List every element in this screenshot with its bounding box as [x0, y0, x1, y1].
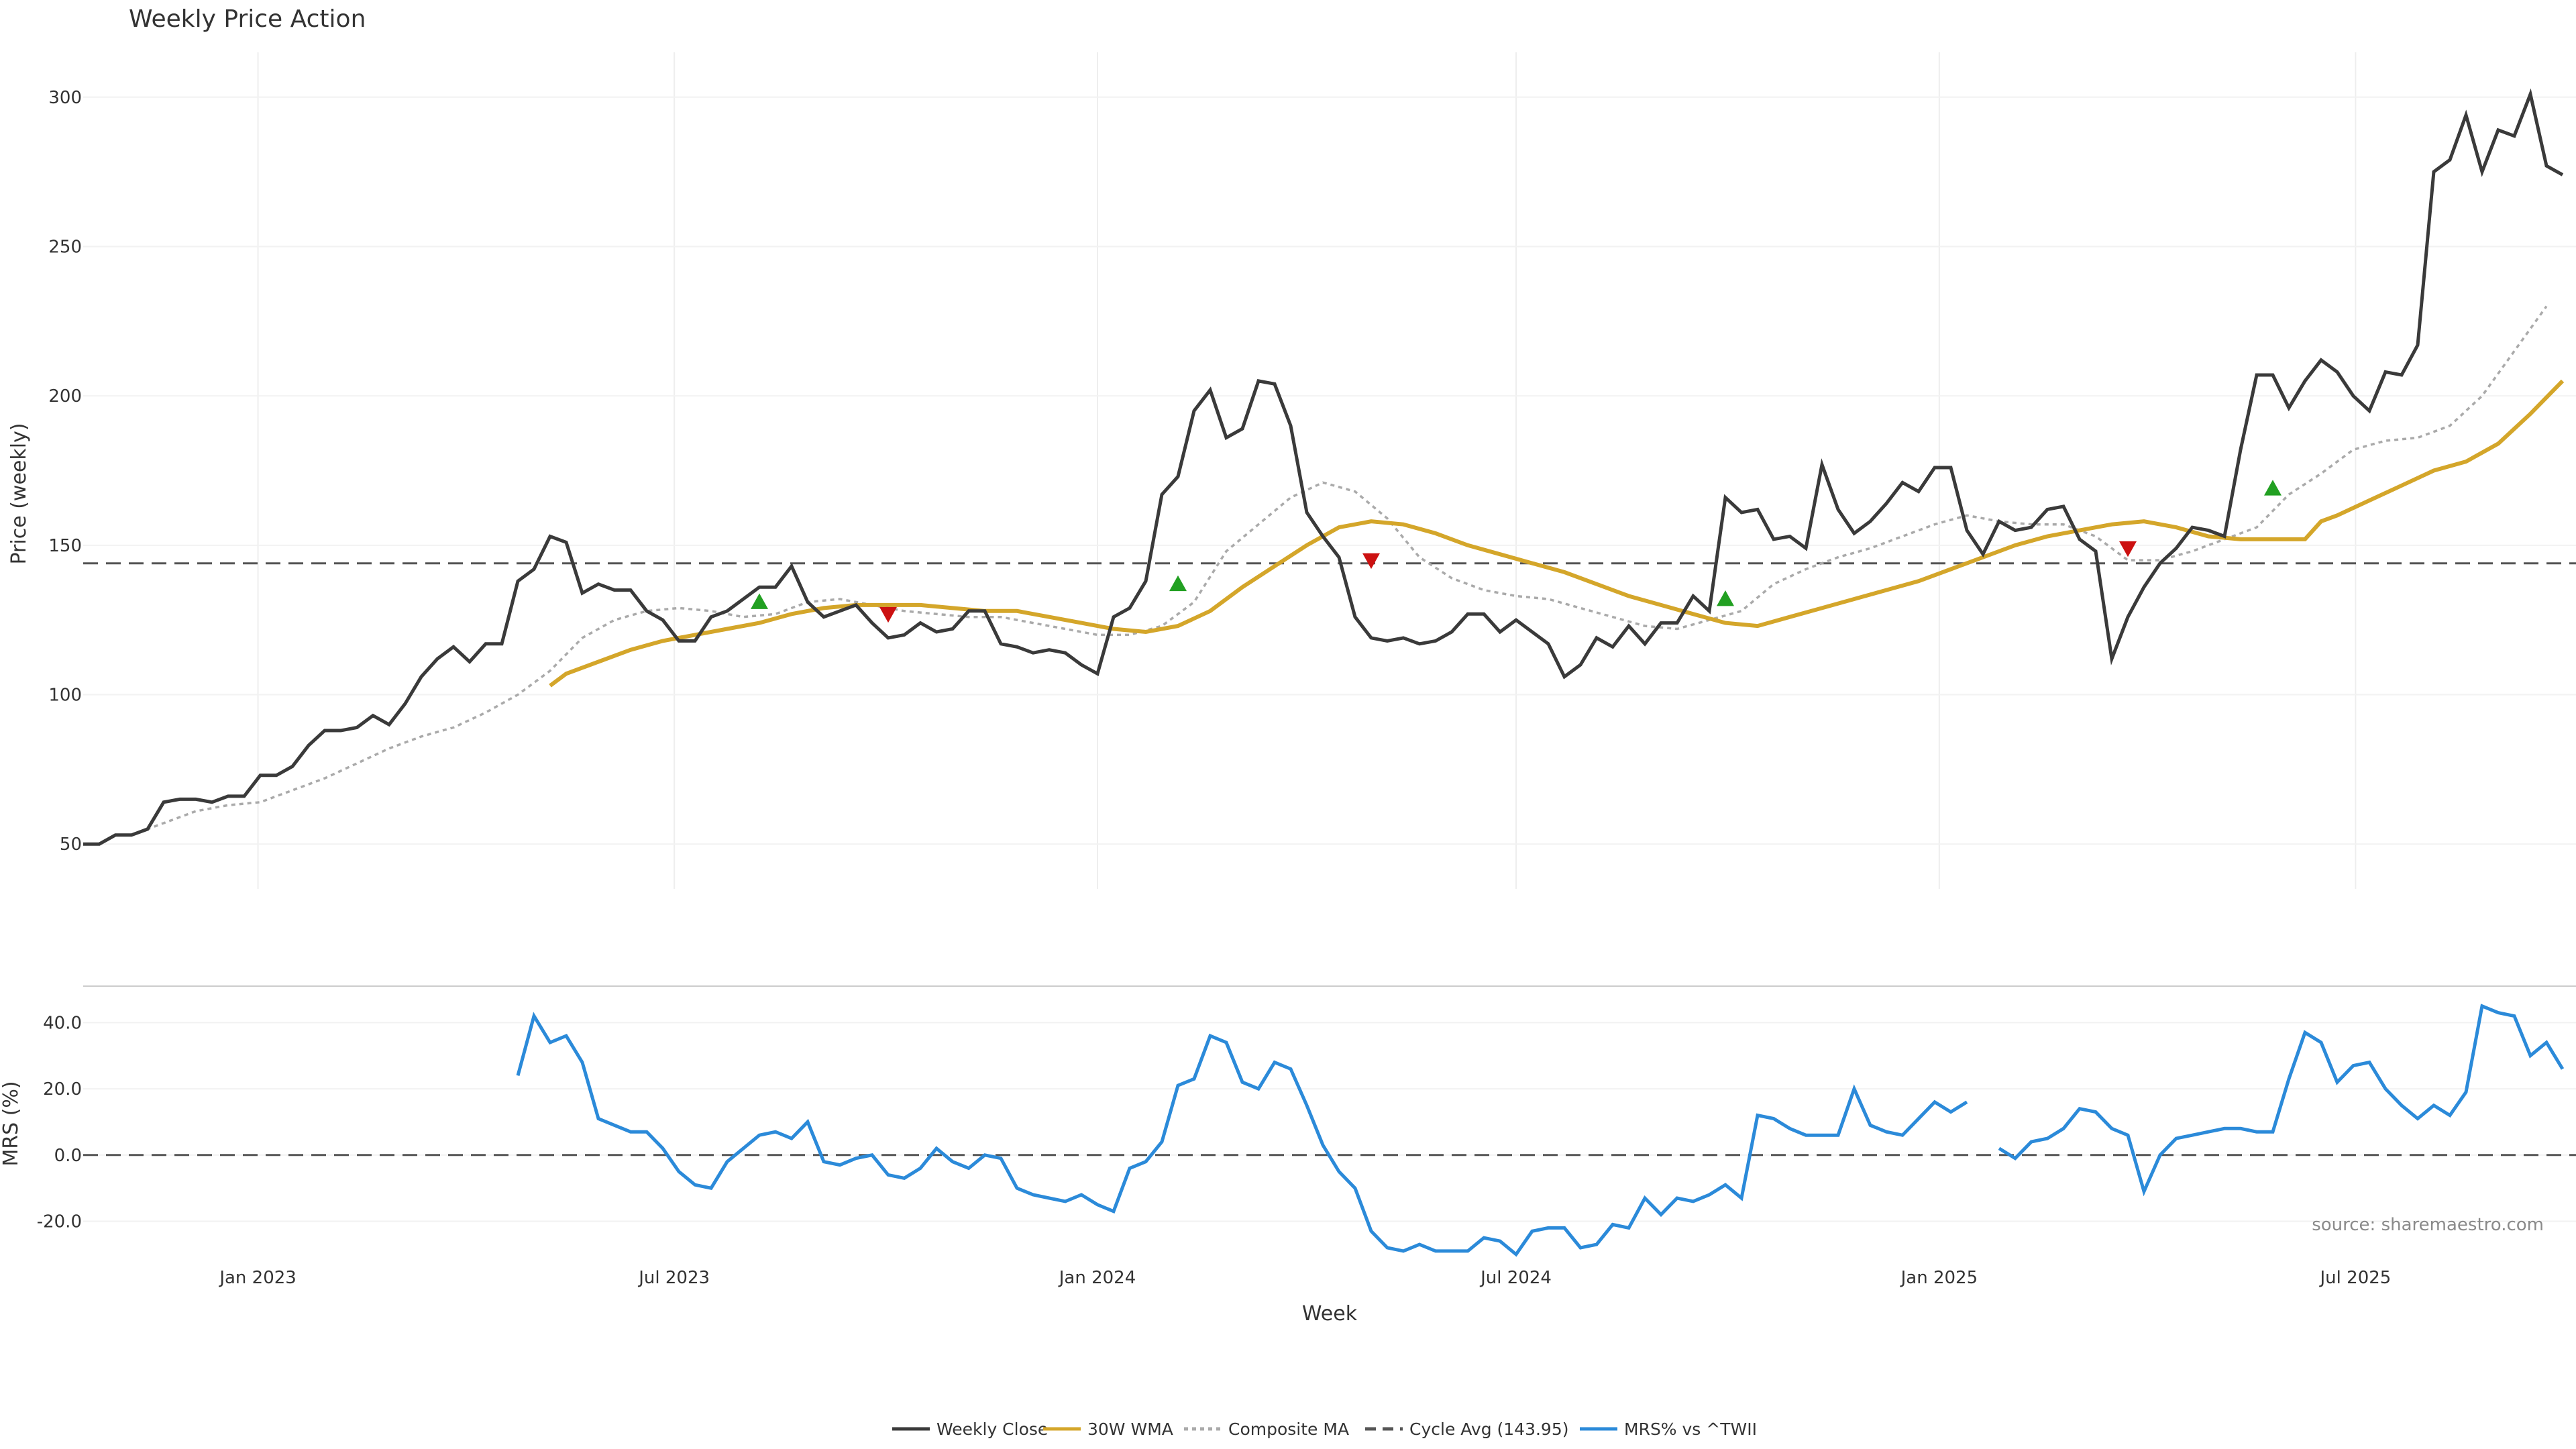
series-weekly-close: [83, 88, 2564, 846]
legend-label: MRS% vs ^TWII: [1624, 1419, 1757, 1439]
x-tick-label: Jul 2023: [637, 1268, 710, 1288]
series-30w-wma: [549, 379, 2565, 688]
price-y-axis-title: Price (weekly): [7, 423, 31, 564]
signal-markers: [751, 480, 2282, 623]
buy-signal-marker: [751, 593, 768, 609]
price-y-tick-label: 100: [48, 686, 82, 706]
mrs-y-ticks: 40.0 20.0 0.0 -20.0: [37, 1013, 82, 1232]
x-tick-label: Jul 2025: [2319, 1268, 2392, 1288]
x-axis-title: Week: [1302, 1302, 1358, 1326]
price-y-tick-label: 250: [48, 237, 82, 257]
buy-signal-marker: [1169, 575, 1187, 592]
mrs-gridlines: [83, 1022, 2576, 1222]
legend-label: Cycle Avg (143.95): [1409, 1419, 1569, 1439]
price-y-tick-label: 200: [48, 386, 82, 407]
mrs-y-tick-label: 40.0: [43, 1013, 82, 1033]
legend-item: Weekly Close: [892, 1419, 1048, 1439]
mrs-y-axis-title: MRS (%): [0, 1081, 23, 1166]
legend: Weekly Close 30W WMA Composite MA Cycle Avg…: [892, 1419, 1757, 1439]
chart-title: Weekly Price Action: [129, 5, 366, 33]
legend-item: Cycle Avg (143.95): [1365, 1419, 1569, 1439]
mrs-y-tick-label: 20.0: [43, 1079, 82, 1099]
series-composite-ma: [131, 305, 2548, 837]
series-mrs: [516, 1004, 2565, 1257]
source-note: source: sharemaestro.com: [2312, 1215, 2544, 1235]
x-tick-label: Jul 2024: [1479, 1268, 1552, 1288]
sell-signal-marker: [2119, 541, 2137, 557]
legend-label: Composite MA: [1228, 1419, 1349, 1439]
price-y-tick-label: 50: [60, 835, 82, 855]
legend-label: Weekly Close: [936, 1419, 1048, 1439]
legend-label: 30W WMA: [1087, 1419, 1173, 1439]
mrs-y-tick-label: -20.0: [37, 1212, 82, 1232]
buy-signal-marker: [1717, 590, 1734, 606]
price-y-tick-label: 300: [48, 88, 82, 108]
x-tick-label: Jan 2024: [1058, 1268, 1136, 1288]
mrs-y-tick-label: 0.0: [54, 1146, 82, 1166]
price-y-tick-label: 150: [48, 536, 82, 556]
legend-item: 30W WMA: [1043, 1419, 1173, 1439]
price-y-ticks: 50 100 150 200 250 300: [48, 88, 82, 855]
price-panel: 50 100 150 200 250 300 Price (weekly): [7, 52, 2576, 889]
x-axis-ticks: Jan 2023 Jul 2023 Jan 2024 Jul 2024 Jan 2025…: [218, 1268, 2391, 1288]
x-tick-label: Jan 2025: [1900, 1268, 1978, 1288]
legend-item: Composite MA: [1184, 1419, 1349, 1439]
sell-signal-marker: [1362, 553, 1380, 570]
legend-item: MRS% vs ^TWII: [1580, 1419, 1757, 1439]
mrs-panel: 40.0 20.0 0.0 -20.0 MRS (%) source: sharema…: [0, 985, 2576, 1257]
x-tick-label: Jan 2023: [218, 1268, 297, 1288]
buy-signal-marker: [2264, 480, 2282, 496]
sell-signal-marker: [879, 606, 897, 623]
price-gridlines: [83, 52, 2576, 889]
